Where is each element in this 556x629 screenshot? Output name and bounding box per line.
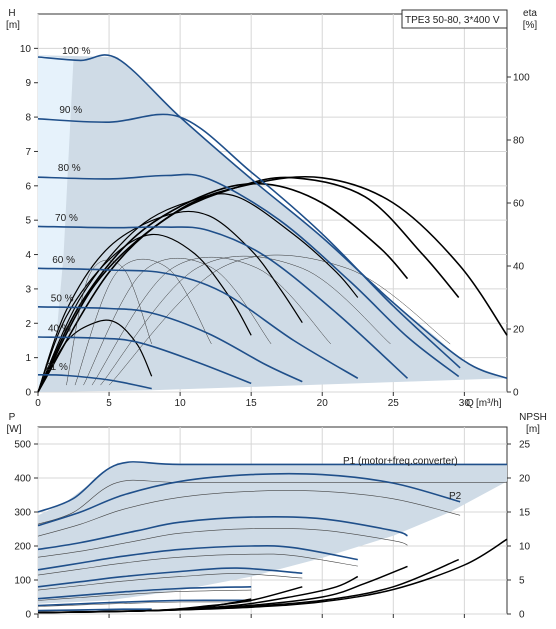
eta-curve — [37, 182, 409, 393]
p-tick-label: 500 — [14, 440, 31, 451]
speed-label: 80 % — [58, 163, 81, 174]
head-curve-40 — [37, 336, 252, 385]
npsh-tick-label: 25 — [519, 440, 531, 451]
p1-curve-70 — [37, 544, 358, 571]
p1-curve-80 — [37, 515, 408, 551]
y-tick-label: 5 — [25, 216, 31, 227]
npsh-tick-label: 10 — [519, 542, 531, 553]
eta-curve — [37, 319, 153, 393]
eta-tick-label: 100 — [513, 73, 530, 84]
x-axis-unit: [m³/h] — [476, 398, 502, 409]
y-tick-label: 2 — [25, 319, 31, 330]
npsh-tick-label: 0 — [519, 610, 525, 621]
eta-curve — [37, 176, 460, 393]
p2-annotation: P2 — [449, 491, 462, 502]
title-box — [401, 9, 508, 29]
p1-curve-21 — [37, 608, 152, 612]
speed-label: 21 % — [45, 362, 68, 373]
p2-curve — [37, 573, 303, 591]
y-tick-label: 8 — [25, 113, 31, 124]
p-axis-label: P — [9, 412, 16, 423]
p1-curve-60 — [37, 567, 303, 588]
head-curve-80 — [37, 173, 460, 378]
eta-tick-label: 0 — [513, 388, 519, 399]
npsh-tick-label: 20 — [519, 474, 531, 485]
head-curve-50 — [37, 306, 303, 383]
y-tick-label: 3 — [25, 284, 31, 295]
speed-label: 90 % — [59, 105, 82, 116]
x-tick-label: 10 — [175, 398, 187, 409]
npsh-tick-label: 15 — [519, 508, 531, 519]
speed-label: 70 % — [55, 213, 78, 224]
speed-label: 60 % — [52, 255, 75, 266]
x-tick-label: 15 — [246, 398, 258, 409]
y-tick-label: 4 — [25, 250, 31, 261]
eta-fan-line — [66, 259, 152, 386]
x-tick-label: 30 — [459, 398, 471, 409]
p2-curve — [37, 528, 408, 558]
speed-label: 50 % — [51, 293, 74, 304]
eta-tick-label: 80 — [513, 136, 525, 147]
chart-title: TPE3 50-80, 3*400 V — [405, 15, 500, 26]
eta-fan-line — [91, 256, 331, 386]
x-tick-label: 20 — [317, 398, 329, 409]
y-tick-label: 0 — [25, 388, 31, 399]
p-tick-label: 400 — [14, 474, 31, 485]
x-tick-label: 25 — [388, 398, 400, 409]
x-tick-label: 0 — [35, 398, 41, 409]
y-axis-unit: [m] — [6, 20, 20, 31]
y-tick-label: 10 — [20, 44, 32, 55]
eta-curve — [37, 210, 303, 393]
y-axis-label: H — [8, 8, 15, 19]
eta-curve — [37, 175, 508, 393]
npsh-tick-label: 5 — [519, 576, 525, 587]
head-curve-60 — [37, 267, 359, 379]
p-tick-label: 300 — [14, 508, 31, 519]
eta-axis-unit: [%] — [523, 20, 538, 31]
eta-curve — [37, 233, 252, 393]
y-tick-label: 6 — [25, 181, 31, 192]
p1-curve-90 — [37, 472, 461, 527]
head-curve-90 — [37, 113, 461, 369]
npsh-curve — [37, 598, 252, 614]
eta-tick-label: 20 — [513, 325, 525, 336]
eta-curve — [37, 193, 359, 393]
p1-annotation: P1 (motor+freq.converter) — [343, 456, 458, 467]
p-tick-label: 0 — [25, 610, 31, 621]
speed-label: 100 % — [62, 46, 90, 57]
head-operating-region — [38, 55, 507, 392]
npsh-axis-unit: [m] — [526, 424, 540, 435]
x-axis-label: Q — [466, 398, 474, 409]
p2-curve — [37, 601, 252, 607]
head-curve-100 — [37, 54, 508, 380]
x-tick-label: 5 — [106, 398, 112, 409]
p-tick-label: 200 — [14, 542, 31, 553]
p1-curve-100 — [37, 461, 508, 513]
p2-curve — [37, 479, 507, 525]
p2-curve — [37, 589, 252, 601]
eta-tick-label: 40 — [513, 262, 525, 273]
p2-curve — [37, 490, 461, 537]
head-low-flow-band — [38, 55, 74, 392]
y-tick-label: 1 — [25, 353, 31, 364]
y-tick-label: 9 — [25, 78, 31, 89]
eta-tick-label: 60 — [513, 199, 525, 210]
p2-curve — [37, 553, 358, 576]
power-panel: 0 100 200 300 400 500 0 5 10 15 20 25 P[W] NPSH[m] P1 … — [7, 412, 547, 621]
p1-curve-40 — [37, 599, 252, 607]
p-axis-unit: [W] — [7, 424, 22, 435]
p1-curve-50 — [37, 586, 252, 600]
p-tick-label: 100 — [14, 576, 31, 587]
y-tick-label: 7 — [25, 147, 31, 158]
npsh-axis-label: NPSH — [519, 412, 547, 423]
eta-axis-label: eta — [523, 8, 537, 19]
head-panel: 100 %90 %80 %70 %60 %50 %40 %21 %0 5 10 15 2… — [6, 8, 537, 409]
eta-fan-line — [74, 258, 212, 386]
eta-fan-line — [108, 254, 451, 386]
head-curve-21 — [37, 374, 152, 390]
speed-label: 40 % — [48, 324, 71, 335]
head-curve-70 — [37, 225, 409, 379]
